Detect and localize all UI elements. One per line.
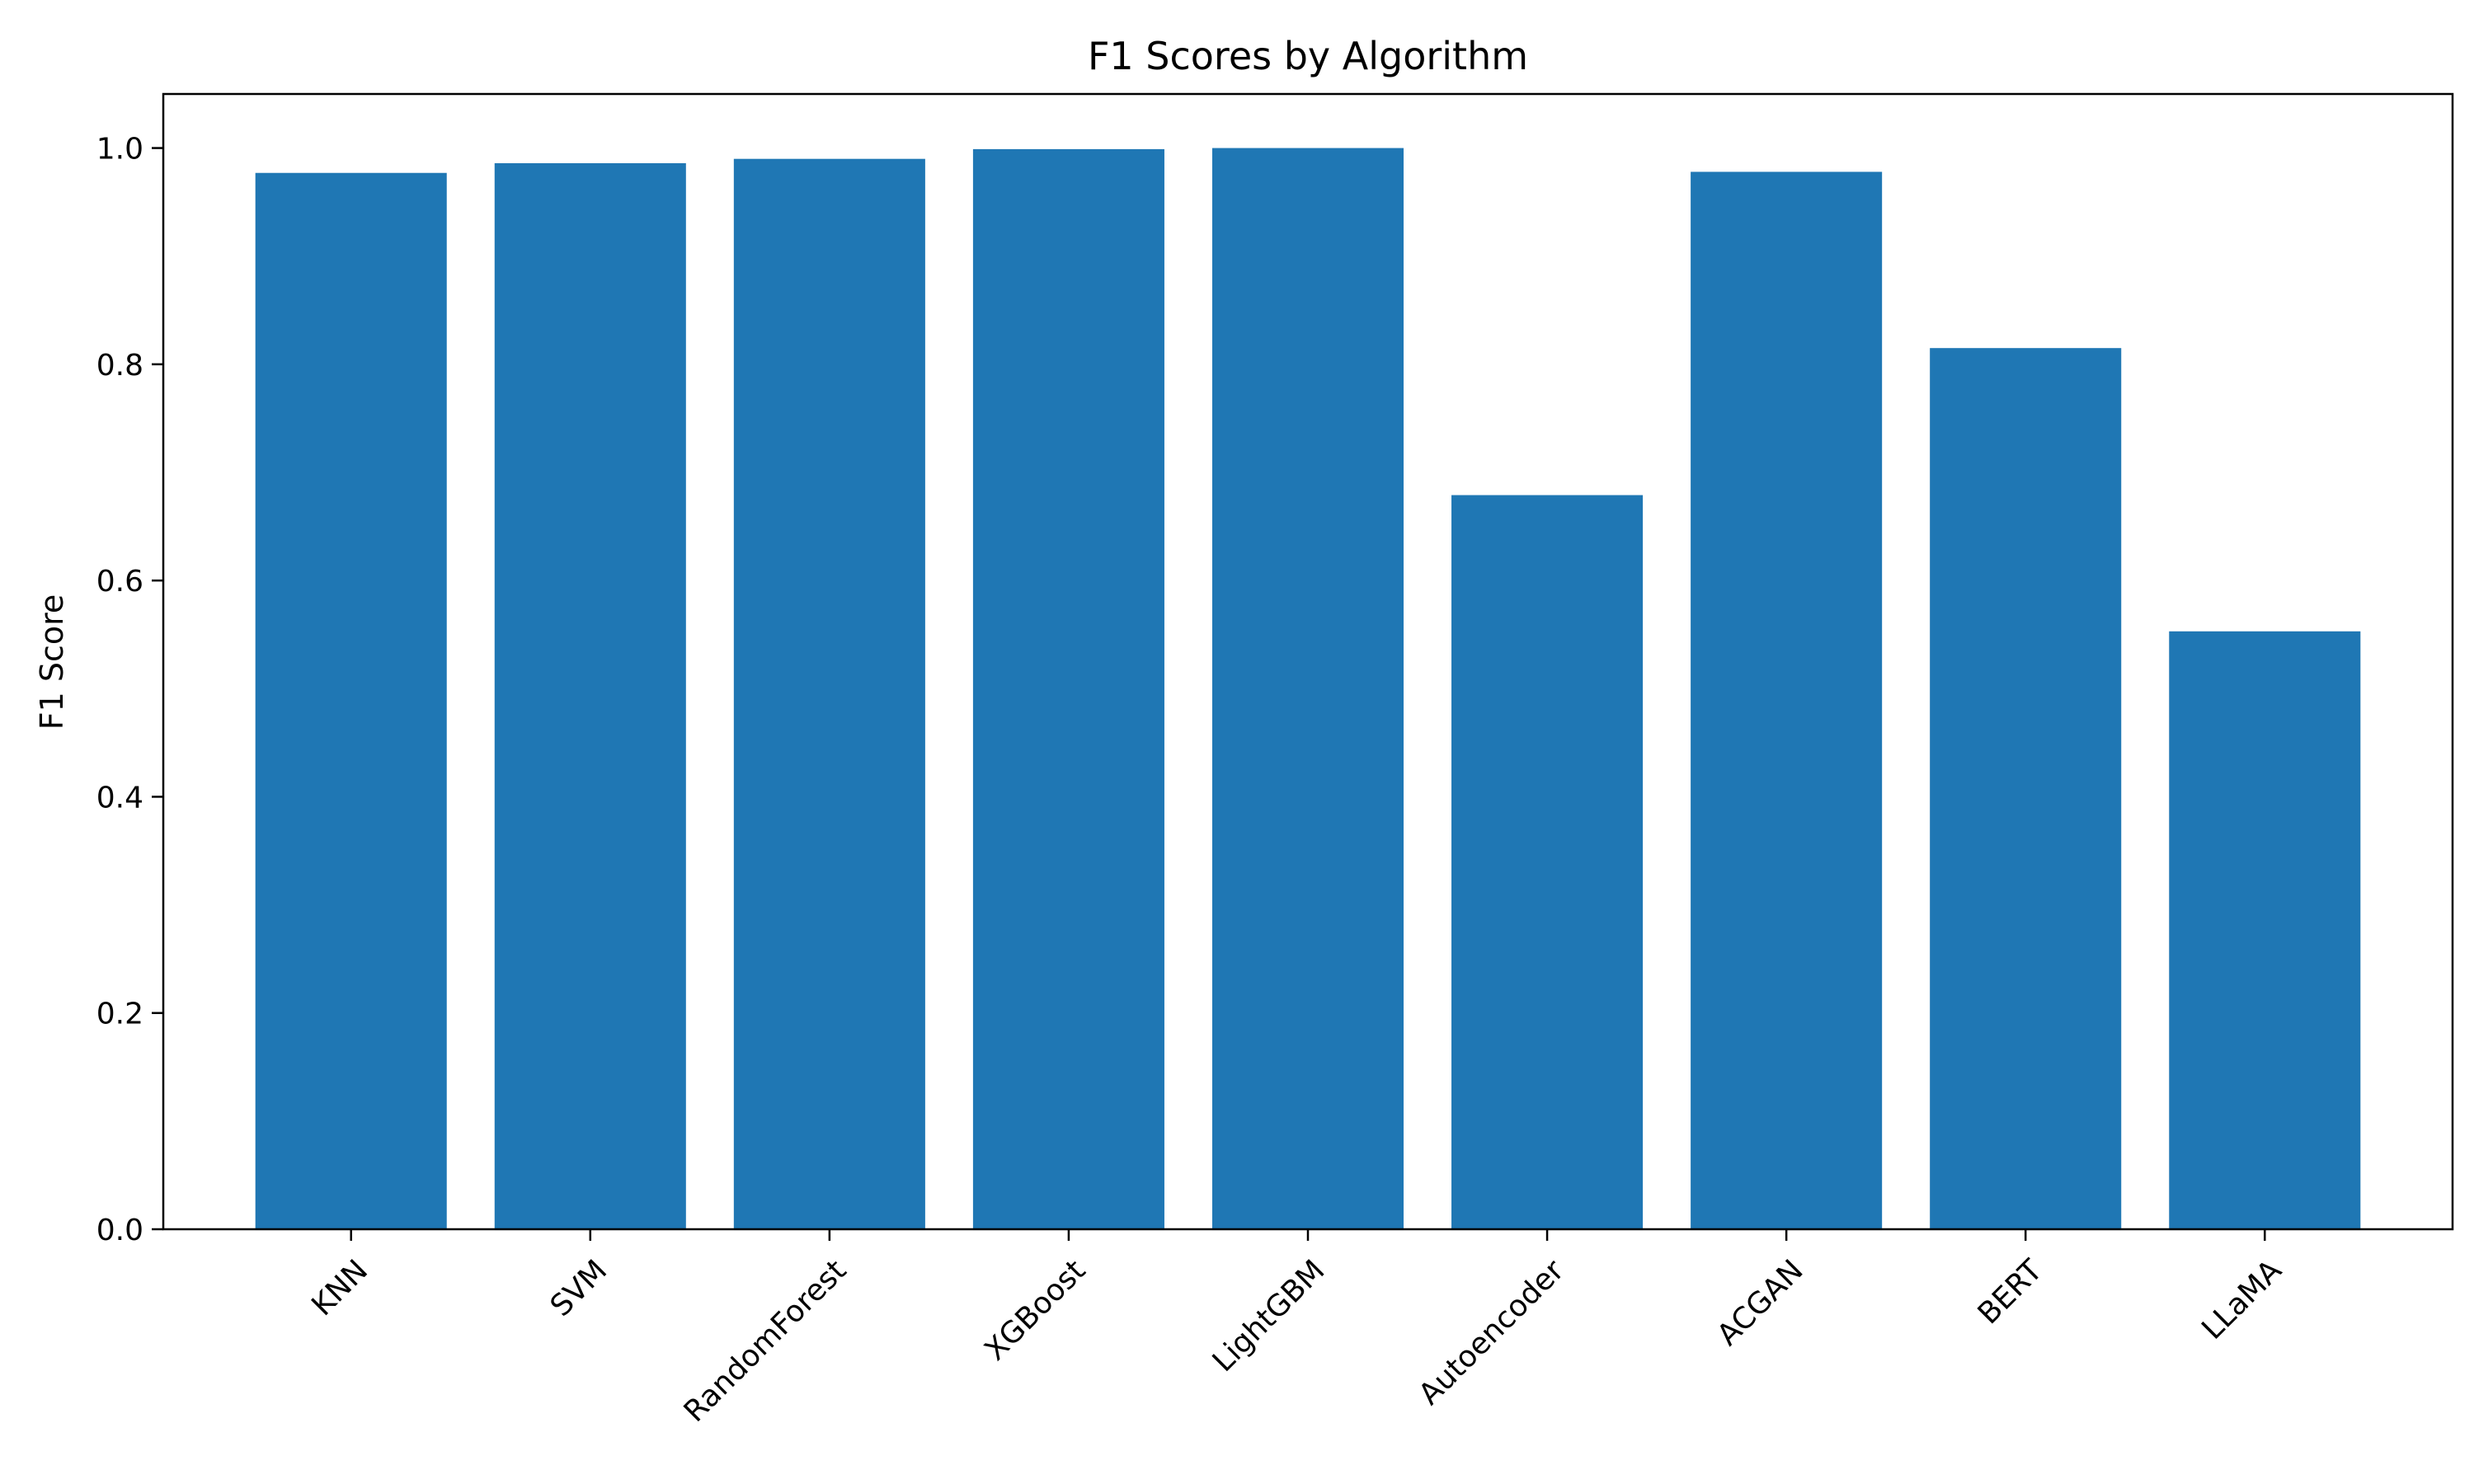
bar-lightgbm (1211, 148, 1404, 1230)
bar-svm (494, 162, 686, 1230)
y-tick-label: 0.6 (96, 565, 143, 599)
x-axis-ticks: KNN SVM RandomForest XGBoost LightGBM Autoenc… (305, 1229, 2288, 1429)
x-tick-label-acgan: ACGAN (1711, 1253, 1810, 1352)
x-tick-label-lightgbm: LightGBM (1206, 1253, 1332, 1378)
bar-randomforest (733, 158, 925, 1230)
bar-bert (1930, 348, 2122, 1230)
x-tick-label-svm: SVM (544, 1253, 614, 1323)
chart-title: F1 Scores by Algorithm (1088, 34, 1528, 78)
y-tick-label: 0.2 (96, 998, 143, 1031)
bar-knn (255, 172, 447, 1230)
plot-frame (162, 92, 2454, 1231)
bar-xgboost (972, 148, 1164, 1230)
y-axis-label: F1 Score (34, 594, 70, 730)
y-axis-ticks: 0.0 0.2 0.4 0.6 0.8 1.0 (96, 133, 163, 1247)
y-tick-label: 0.0 (96, 1214, 143, 1247)
y-tick-label: 1.0 (96, 133, 143, 167)
bar-acgan (1691, 171, 1883, 1229)
x-tick-label-randomforest: RandomForest (678, 1253, 854, 1429)
x-tick-label-autoencoder: Autoencoder (1413, 1253, 1571, 1411)
x-tick-label-bert: BERT (1972, 1253, 2050, 1331)
x-tick-label-llama: LLaMA (2195, 1253, 2288, 1346)
x-tick-label-xgboost: XGBoost (978, 1253, 1092, 1367)
y-tick-label: 0.4 (96, 781, 143, 815)
bars (255, 148, 2361, 1230)
x-tick-label-knn: KNN (305, 1253, 374, 1322)
bar-autoencoder (1451, 495, 1644, 1229)
bar-llama (2169, 631, 2361, 1229)
y-tick-label: 0.8 (96, 349, 143, 383)
